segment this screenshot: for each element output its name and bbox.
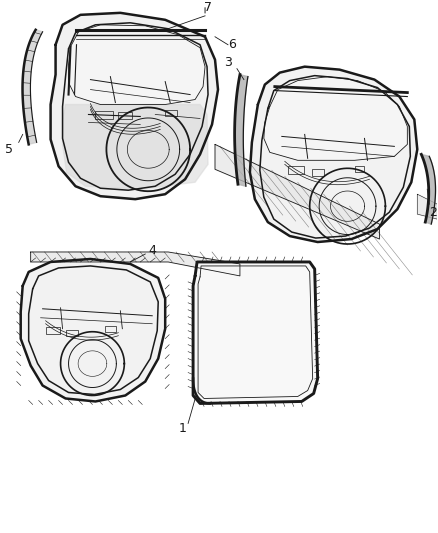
Polygon shape [235,75,248,186]
Text: 1: 1 [178,422,186,435]
Bar [46,327,60,334]
Polygon shape [51,13,218,199]
Polygon shape [63,104,208,189]
Polygon shape [21,259,165,401]
Bar [66,330,78,336]
Text: 6: 6 [228,38,236,51]
Bar [312,169,324,176]
Polygon shape [250,67,417,242]
Bar [95,111,113,119]
Polygon shape [215,144,379,239]
Polygon shape [421,155,435,224]
Text: 3: 3 [224,56,232,69]
Text: 2: 2 [429,206,437,219]
Bar [118,112,132,119]
Polygon shape [417,194,437,219]
Polygon shape [193,262,318,403]
Bar [106,326,117,332]
Polygon shape [22,30,42,144]
Bar [288,166,304,174]
Bar [165,110,177,117]
Text: 7: 7 [204,2,212,14]
Polygon shape [68,25,205,104]
Bar [354,166,364,172]
Text: 5: 5 [5,143,13,156]
Text: 4: 4 [148,244,156,256]
Polygon shape [264,77,407,160]
Polygon shape [31,252,240,276]
